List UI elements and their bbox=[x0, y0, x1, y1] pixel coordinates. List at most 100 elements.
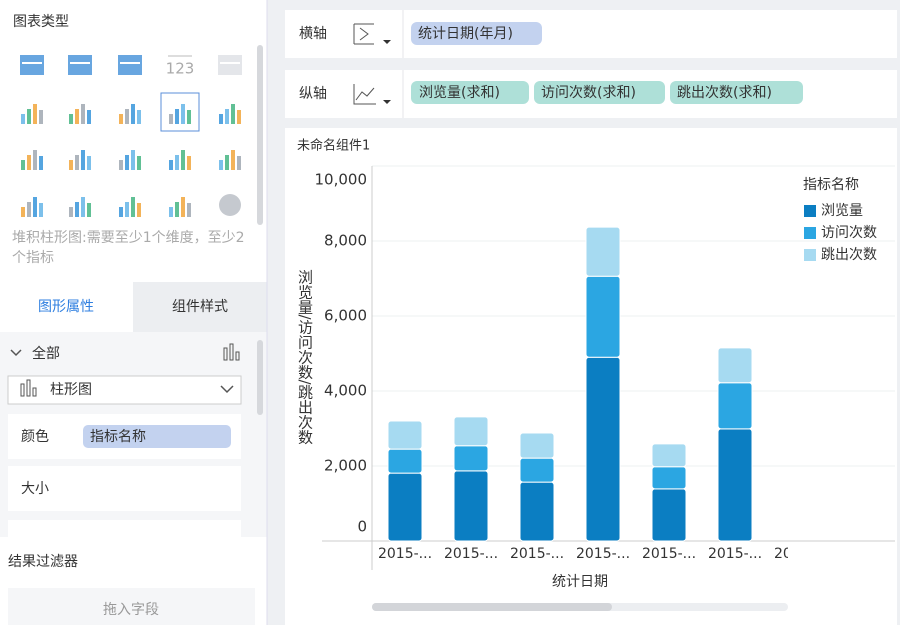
icon-shape bbox=[175, 109, 179, 124]
chart-type-icon[interactable] bbox=[68, 55, 92, 75]
field-name[interactable]: 跳出次数(求和) bbox=[677, 85, 772, 101]
bar-segment bbox=[585, 226, 621, 277]
chart-type-icon[interactable] bbox=[21, 150, 43, 170]
chart-kind-select[interactable] bbox=[7, 375, 242, 405]
icon-shape bbox=[137, 156, 141, 170]
property-label: 颜色 bbox=[21, 428, 49, 445]
y-tick-label: 6,000 bbox=[324, 307, 367, 325]
tab-label[interactable]: 组件样式 bbox=[172, 299, 228, 315]
x-tick-label: 2015-... bbox=[774, 546, 828, 562]
filter-title: 结果过滤器 bbox=[8, 554, 78, 570]
field-name[interactable]: 访问次数(求和) bbox=[541, 85, 636, 101]
x-axis-label: 统计日期 bbox=[552, 574, 608, 590]
icon-shape bbox=[20, 55, 44, 75]
collapse-icon[interactable] bbox=[10, 349, 22, 357]
dropdown-arrow[interactable] bbox=[383, 40, 391, 44]
chart-type-icon[interactable] bbox=[169, 150, 191, 170]
icon-shape bbox=[181, 150, 185, 170]
icon-shape bbox=[27, 155, 31, 170]
icon-shape bbox=[39, 110, 43, 124]
dropdown-arrow[interactable] bbox=[220, 385, 234, 394]
icon-shape bbox=[231, 150, 235, 170]
icon-shape bbox=[137, 203, 141, 217]
x-tick-label: 2015-... bbox=[708, 546, 762, 562]
chart-type-icon[interactable]: 123 bbox=[166, 55, 195, 78]
chart-type-icon[interactable] bbox=[219, 104, 241, 124]
legend-swatch bbox=[804, 205, 816, 217]
chart-type-icon[interactable] bbox=[119, 150, 141, 170]
chart-type-icon[interactable] bbox=[118, 55, 142, 75]
icon-shape bbox=[119, 160, 123, 170]
chart-type-icon[interactable] bbox=[160, 92, 200, 132]
icon-shape bbox=[187, 203, 191, 217]
chart-type-icon[interactable] bbox=[21, 197, 43, 217]
chart-type-icon[interactable] bbox=[69, 197, 91, 217]
axis-icon[interactable] bbox=[353, 84, 376, 105]
icon-shape bbox=[125, 155, 129, 170]
icon-shape bbox=[181, 197, 185, 217]
icon-shape bbox=[169, 207, 173, 217]
axis-icon[interactable] bbox=[353, 23, 374, 45]
tab-label[interactable]: 图形属性 bbox=[38, 299, 94, 315]
chart-type-icon[interactable] bbox=[21, 104, 43, 124]
bar-segment bbox=[453, 416, 489, 447]
icon-shape bbox=[220, 62, 240, 64]
icon-shape bbox=[137, 110, 141, 124]
icon-shape bbox=[125, 109, 129, 124]
field-name[interactable]: 统计日期(年月) bbox=[418, 26, 513, 42]
icon-shape bbox=[87, 203, 91, 217]
y-tick-label: 8,000 bbox=[324, 232, 367, 250]
chart-type-icons: 123 bbox=[20, 55, 242, 217]
chart-type-icon[interactable] bbox=[20, 55, 44, 75]
icon-shape bbox=[119, 207, 123, 217]
chart-type-icon[interactable] bbox=[119, 197, 141, 217]
tab[interactable] bbox=[133, 282, 267, 332]
chart-type-panel bbox=[0, 0, 267, 282]
icon-shape bbox=[175, 202, 179, 217]
chart-type-icon[interactable] bbox=[219, 194, 241, 216]
icon-shape bbox=[68, 55, 92, 75]
chart-kind[interactable]: 柱形图 bbox=[50, 382, 92, 398]
field-name[interactable]: 指标名称 bbox=[90, 429, 146, 445]
icon-shape bbox=[27, 109, 31, 124]
bar-segment bbox=[519, 432, 555, 459]
tab-active[interactable] bbox=[0, 282, 133, 332]
selected-frame bbox=[160, 92, 200, 132]
y-tick-label: 2,000 bbox=[324, 457, 367, 475]
icon-shape bbox=[169, 114, 173, 124]
field-pill[interactable] bbox=[411, 22, 542, 45]
icon-shape bbox=[169, 160, 173, 170]
hint-text: 堆积柱形图:需要至少1个维度，至少2个指标 bbox=[12, 230, 245, 266]
bar-segment bbox=[519, 457, 555, 483]
drop-zone[interactable] bbox=[8, 588, 255, 625]
chart-type-icon[interactable] bbox=[169, 197, 191, 217]
icon-shape bbox=[75, 109, 79, 124]
bar-segment bbox=[585, 356, 621, 542]
legend-label: 跳出次数 bbox=[821, 247, 877, 263]
dropdown-arrow[interactable] bbox=[383, 100, 391, 104]
scroll-thumb[interactable] bbox=[372, 603, 612, 611]
chart-type-icon[interactable] bbox=[219, 150, 241, 170]
bar-segment bbox=[387, 420, 423, 450]
y-tick-label: 0 bbox=[357, 518, 367, 536]
chart-type-icon[interactable] bbox=[218, 55, 242, 75]
icon-shape bbox=[219, 194, 241, 216]
icon-shape bbox=[33, 150, 37, 170]
field-pill[interactable] bbox=[670, 81, 803, 104]
x-tick-label: 2015-... bbox=[444, 546, 498, 562]
icon-shape bbox=[75, 155, 79, 170]
field-name[interactable]: 浏览量(求和) bbox=[419, 85, 500, 101]
legend-label: 浏览量 bbox=[821, 203, 863, 219]
hint: 堆积柱形图:需要至少1个维度，至少2个指标 bbox=[12, 230, 245, 266]
y-tick-label: 4,000 bbox=[324, 382, 367, 400]
icon-shape bbox=[225, 155, 229, 170]
icon-shape bbox=[21, 160, 25, 170]
field-pill[interactable] bbox=[534, 81, 665, 104]
chart-type-icon[interactable] bbox=[69, 150, 91, 170]
field-pill[interactable] bbox=[411, 81, 529, 104]
icon-shape bbox=[33, 104, 37, 124]
chart-type-icon[interactable] bbox=[119, 104, 141, 124]
chart-type-icon[interactable] bbox=[69, 104, 91, 124]
field-pill[interactable] bbox=[83, 425, 231, 448]
icon-shape bbox=[75, 202, 79, 217]
